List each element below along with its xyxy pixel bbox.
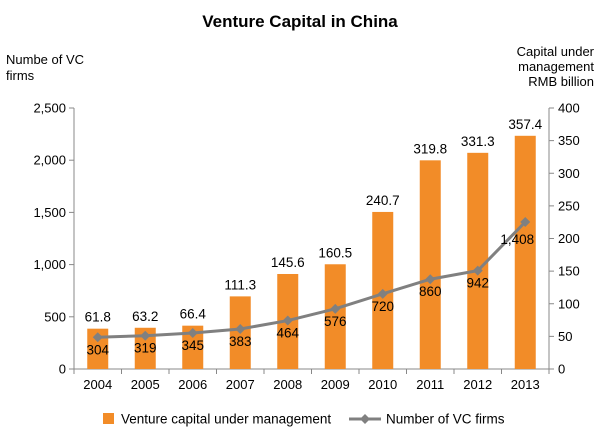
line-data-label: 464 [276, 326, 299, 341]
legend-label-line: Number of VC firms [386, 412, 505, 427]
bar-data-label: 240.7 [366, 193, 400, 208]
line-point [187, 327, 198, 338]
x-tick-label: 2012 [463, 377, 492, 392]
line-data-label: 720 [371, 299, 394, 314]
line-point [425, 274, 436, 285]
bar-data-label: 111.3 [224, 277, 256, 292]
x-tick-label: 2013 [511, 377, 540, 392]
y-tick-right-label: 300 [558, 166, 580, 181]
bar [134, 327, 156, 369]
line-data-label: 345 [181, 338, 204, 353]
line-point [472, 265, 483, 276]
line-point [520, 217, 531, 228]
legend-label-bar: Venture capital under management [121, 412, 331, 427]
y-tick-right-label: 350 [558, 133, 580, 148]
y-tick-right-label: 50 [558, 329, 572, 344]
x-tick-label: 2009 [321, 377, 350, 392]
line-point [330, 303, 341, 314]
line-data-label: 860 [419, 284, 442, 299]
line-data-label: 1,408 [500, 232, 534, 247]
bar-data-label: 63.2 [132, 309, 158, 324]
line-data-label: 576 [324, 314, 347, 329]
x-tick-label: 2008 [273, 377, 302, 392]
bar-data-label: 61.8 [85, 310, 111, 325]
line-point [235, 324, 246, 335]
bar-data-label: 331.3 [461, 134, 495, 149]
x-tick-label: 2005 [131, 377, 160, 392]
bar [182, 325, 204, 369]
bar-data-label: 319.8 [413, 141, 447, 156]
bar [419, 160, 441, 369]
bar [324, 264, 346, 369]
y-tick-left-label: 2,500 [33, 101, 66, 116]
line-point [92, 332, 103, 343]
y-tick-left-label: 2,000 [33, 153, 66, 168]
y-axis-right-label: Capital under management RMB billion [516, 44, 594, 89]
line-point [282, 315, 293, 326]
x-tick-label: 2010 [368, 377, 397, 392]
y-tick-left-label: 500 [44, 309, 66, 324]
y-tick-right-label: 200 [558, 231, 580, 246]
y-tick-right-label: 250 [558, 198, 580, 213]
y-tick-right-label: 150 [558, 264, 580, 279]
line-data-label: 319 [134, 341, 157, 356]
y-tick-right-label: 100 [558, 296, 580, 311]
bar-data-label: 66.4 [180, 307, 207, 322]
y-tick-right-label: 400 [558, 101, 580, 116]
legend-marker-line [360, 414, 370, 424]
y-tick-left-label: 0 [59, 362, 66, 377]
bar-data-label: 145.6 [271, 255, 305, 270]
bar-data-label: 357.4 [508, 117, 542, 132]
line-series [97, 220, 527, 339]
bar [87, 328, 109, 369]
chart-title: Venture Capital in China [202, 12, 398, 31]
y-tick-left-label: 1,500 [33, 205, 66, 220]
bar-data-label: 160.5 [318, 245, 352, 260]
line-point [140, 330, 151, 341]
bar [467, 152, 489, 369]
x-tick-label: 2006 [178, 377, 207, 392]
y-tick-right-label: 0 [558, 362, 565, 377]
line-point [377, 288, 388, 299]
line-data-label: 942 [466, 276, 489, 291]
line-data-label: 304 [86, 342, 109, 357]
bar [514, 135, 536, 369]
x-tick-label: 2004 [83, 377, 112, 392]
y-axis-left-label: Numbe of VC firms [6, 52, 85, 83]
line-data-label: 383 [229, 334, 252, 349]
x-tick-label: 2011 [416, 377, 444, 392]
x-tick-label: 2007 [226, 377, 255, 392]
legend-swatch-bar [103, 413, 114, 424]
y-tick-left-label: 1,000 [33, 257, 66, 272]
